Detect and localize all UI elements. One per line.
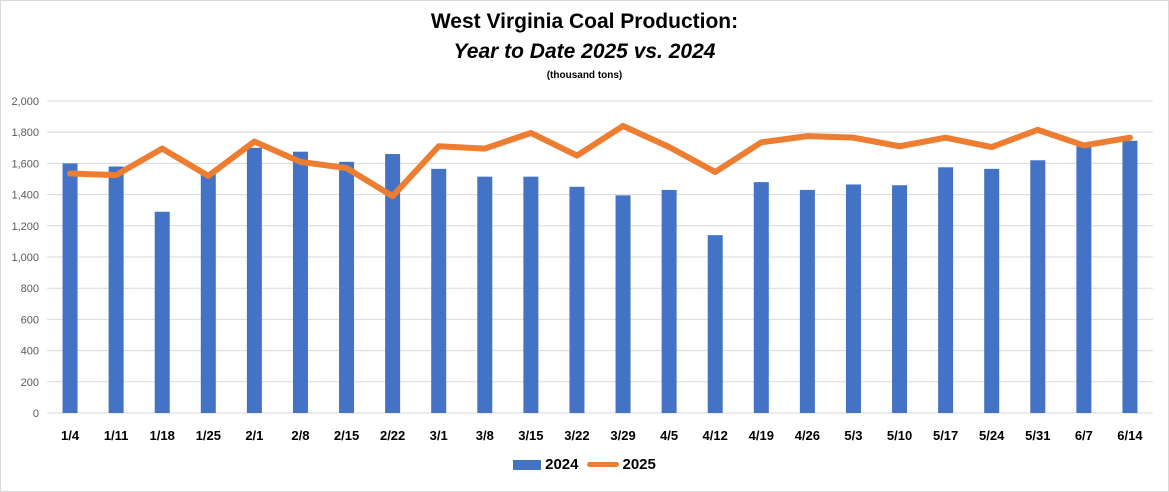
chart-legend: 2024 2025 — [0, 456, 1169, 473]
point-2025 — [1037, 129, 1039, 131]
bar-2024 — [1076, 146, 1092, 414]
point-2025 — [991, 146, 993, 148]
point-2025 — [576, 155, 578, 157]
point-2025 — [899, 145, 901, 147]
x-tick-label: 2/15 — [334, 428, 359, 443]
legend-label-2024: 2024 — [545, 456, 579, 473]
chart-title: West Virginia Coal Production: — [430, 10, 739, 33]
y-tick-label: 0 — [33, 408, 39, 420]
x-tick-label: 2/22 — [380, 428, 405, 443]
bar-2024 — [845, 184, 861, 413]
legend-item-2025: 2025 — [586, 456, 656, 473]
point-2025 — [622, 125, 624, 127]
x-tick-label: 3/1 — [430, 428, 448, 443]
point-2025 — [207, 175, 209, 177]
x-tick-label: 5/10 — [887, 428, 912, 443]
point-2025 — [69, 173, 71, 175]
point-2025 — [530, 132, 532, 134]
bar-2024 — [938, 167, 954, 413]
x-tick-label: 6/7 — [1075, 428, 1093, 443]
y-tick-label: 800 — [21, 283, 39, 295]
point-2025 — [346, 167, 348, 169]
bar-2024 — [615, 195, 631, 413]
bar-2024 — [246, 147, 262, 414]
y-tick-label: 1,600 — [11, 158, 39, 170]
point-2025 — [299, 161, 301, 163]
bar-2024 — [108, 166, 124, 413]
bar-2024 — [477, 176, 493, 413]
x-tick-label: 4/26 — [795, 428, 820, 443]
y-tick-label: 2,000 — [11, 96, 39, 108]
x-tick-label: 2/1 — [245, 428, 263, 443]
bar-2024 — [200, 174, 216, 413]
x-tick-label: 6/14 — [1117, 428, 1143, 443]
x-tick-label: 4/5 — [660, 428, 678, 443]
y-tick-label: 1,400 — [11, 190, 39, 202]
bar-2024 — [62, 163, 78, 413]
point-2025 — [1083, 144, 1085, 146]
point-2025 — [161, 148, 163, 150]
x-tick-label: 1/18 — [150, 428, 175, 443]
point-2025 — [1129, 137, 1131, 139]
bar-2024 — [707, 235, 723, 413]
point-2025 — [852, 137, 854, 139]
bar-2024 — [523, 176, 539, 413]
bar-2024 — [892, 185, 908, 413]
point-2025 — [438, 145, 440, 147]
bar-2024 — [385, 154, 401, 414]
x-tick-label: 4/12 — [703, 428, 728, 443]
y-tick-label: 1,000 — [11, 252, 39, 264]
point-2025 — [945, 137, 947, 139]
x-tick-label: 5/31 — [1025, 428, 1050, 443]
point-2025 — [806, 135, 808, 137]
bar-2024 — [154, 211, 170, 413]
x-tick-label: 1/11 — [104, 428, 129, 443]
bar-2024 — [431, 168, 447, 413]
point-2025 — [115, 174, 117, 176]
x-tick-label: 3/22 — [564, 428, 589, 443]
chart-subtitle: Year to Date 2025 vs. 2024 — [453, 40, 716, 63]
x-tick-label: 2/8 — [291, 428, 309, 443]
x-tick-label: 4/19 — [749, 428, 774, 443]
legend-item-2024: 2024 — [513, 456, 579, 473]
line-2025 — [67, 122, 1133, 200]
point-2025 — [253, 141, 255, 143]
y-tick-label: 1,200 — [11, 221, 39, 233]
y-tick-label: 1,800 — [11, 127, 39, 139]
x-tick-label: 3/8 — [476, 428, 494, 443]
x-tick-label: 5/3 — [844, 428, 862, 443]
bar-2024 — [661, 189, 677, 413]
bar-2024 — [1030, 160, 1046, 413]
legend-swatch-2025 — [586, 462, 619, 467]
y-tick-label: 400 — [21, 346, 39, 358]
point-2025 — [760, 141, 762, 143]
x-tick-label: 1/4 — [61, 428, 80, 443]
x-tick-label: 3/29 — [610, 428, 635, 443]
bar-2024 — [339, 161, 355, 413]
bar-2024 — [1122, 140, 1138, 413]
point-2025 — [484, 148, 486, 150]
y-tick-label: 200 — [21, 377, 39, 389]
bar-2024 — [984, 168, 1000, 413]
legend-swatch-2024 — [513, 459, 542, 470]
x-tick-label: 5/24 — [979, 428, 1005, 443]
point-2025 — [392, 195, 394, 197]
x-tick-label: 3/15 — [518, 428, 543, 443]
point-2025 — [714, 171, 716, 173]
bar-2024 — [753, 182, 769, 413]
chart-unit-note: (thousand tons) — [546, 70, 623, 81]
bar-2024 — [799, 189, 815, 413]
x-tick-label: 5/17 — [933, 428, 958, 443]
y-tick-label: 600 — [21, 314, 39, 326]
legend-label-2025: 2025 — [622, 456, 656, 473]
x-tick-label: 1/25 — [196, 428, 221, 443]
bar-2024 — [292, 151, 308, 413]
point-2025 — [668, 146, 670, 148]
bar-2024 — [569, 186, 585, 413]
